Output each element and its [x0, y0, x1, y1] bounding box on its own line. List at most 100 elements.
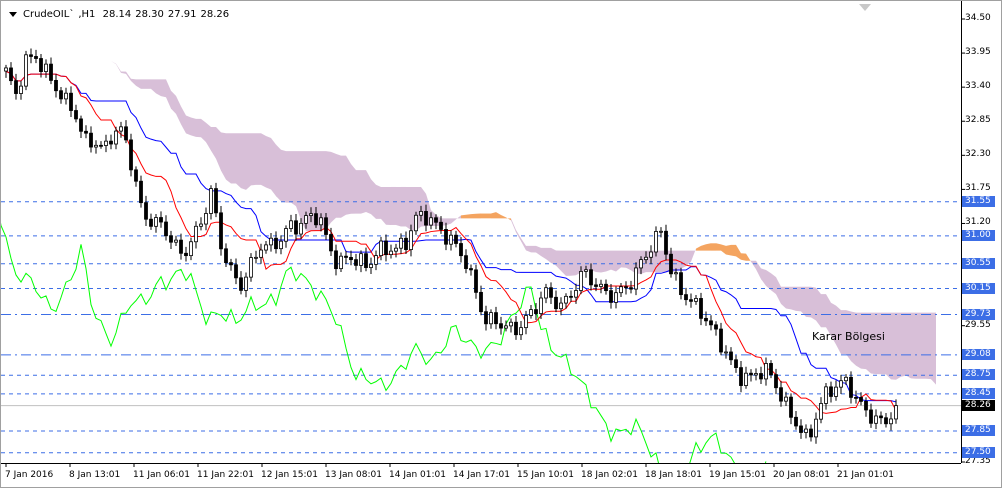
- ichimoku-cloud-segment: [386, 186, 391, 225]
- ichimoku-cloud-segment: [181, 106, 186, 134]
- level-price-label: 30.55: [962, 257, 995, 269]
- ichimoku-cloud-segment: [746, 253, 751, 262]
- candle-body: [834, 386, 838, 397]
- ichimoku-cloud-segment: [106, 54, 111, 62]
- ichimoku-cloud-segment: [331, 151, 336, 223]
- candle-body: [509, 321, 513, 327]
- candle-body: [94, 144, 98, 148]
- ichimoku-cloud-segment: [401, 186, 406, 227]
- candle-body: [484, 311, 488, 325]
- candle-body: [769, 363, 773, 376]
- candle-body: [9, 67, 13, 82]
- candle-body: [689, 299, 693, 302]
- candle-body: [89, 132, 93, 148]
- candle-body: [274, 237, 278, 250]
- candle-body: [459, 243, 463, 257]
- chart-shift-marker-icon[interactable]: [859, 4, 871, 11]
- candle-body: [134, 169, 138, 182]
- ichimoku-cloud-segment: [191, 117, 196, 137]
- candle-body: [334, 250, 338, 270]
- candle-body: [264, 244, 268, 251]
- dropdown-triangle-icon[interactable]: [9, 11, 17, 17]
- ichimoku-cloud-segment: [546, 247, 551, 263]
- candle-body: [869, 409, 873, 424]
- candle-body: [574, 290, 578, 298]
- x-tick-label: 14 Jan 17:01: [453, 470, 510, 480]
- candle-body: [589, 269, 593, 286]
- x-tick-label: 14 Jan 01:01: [389, 470, 446, 480]
- candle-body: [829, 386, 833, 397]
- ichimoku-cloud-segment: [601, 250, 606, 273]
- ichimoku-cloud-segment: [851, 311, 856, 366]
- ichimoku-cloud-segment: [201, 118, 206, 143]
- ichimoku-cloud-segment: [276, 144, 281, 202]
- candle-body: [529, 309, 533, 316]
- ichimoku-cloud-segment: [166, 79, 171, 109]
- ichimoku-cloud-segment: [356, 170, 361, 214]
- candle-body: [74, 110, 78, 120]
- candle-body: [614, 292, 618, 303]
- ichimoku-cloud-segment: [206, 122, 211, 151]
- ichimoku-cloud-segment: [241, 133, 246, 190]
- ichimoku-cloud-segment: [316, 151, 321, 231]
- y-tick-label: 33.95: [965, 47, 991, 58]
- ichimoku-cloud-segment: [221, 132, 226, 180]
- ichimoku-cloud-segment: [731, 244, 736, 257]
- candle-body: [879, 415, 883, 419]
- candle-body: [364, 253, 368, 268]
- ichimoku-cloud-segment: [596, 250, 601, 273]
- candle-body: [759, 373, 763, 380]
- candle-body: [79, 118, 83, 132]
- candle-body: [44, 63, 48, 72]
- ichimoku-cloud-segment: [621, 250, 626, 268]
- candle-body: [584, 269, 588, 272]
- candle-body: [424, 211, 428, 226]
- ohlc-close: 28.26: [200, 9, 230, 20]
- ichimoku-cloud-segment: [306, 151, 311, 232]
- ichimoku-cloud-segment: [196, 118, 201, 138]
- candle-body: [894, 405, 898, 420]
- ichimoku-cloud-segment: [446, 218, 451, 226]
- candle-body: [124, 126, 128, 141]
- candle-body: [284, 228, 288, 242]
- ichimoku-cloud-segment: [171, 90, 176, 114]
- y-tick-label: 34.50: [965, 13, 991, 23]
- candle-body: [389, 250, 393, 256]
- candle-body: [579, 271, 583, 291]
- ichimoku-cloud-segment: [271, 137, 276, 197]
- ichimoku-cloud-segment: [886, 312, 891, 380]
- chart-title: CrudeOIL` ,H1 28.14 28.30 27.91 28.26: [9, 9, 233, 20]
- candle-body: [159, 217, 163, 223]
- ichimoku-cloud-segment: [881, 312, 886, 375]
- candle-body: [704, 317, 708, 322]
- ichimoku-cloud-segment: [931, 312, 936, 385]
- ichimoku-cloud-segment: [836, 305, 841, 355]
- candle-body: [859, 397, 863, 402]
- candle-body: [129, 139, 133, 171]
- candle-body: [564, 295, 568, 304]
- y-tick-label: 31.75: [965, 183, 991, 194]
- candle-body: [514, 321, 518, 336]
- candle-body: [49, 63, 53, 81]
- candle-body: [29, 54, 33, 57]
- ichimoku-cloud-segment: [566, 250, 571, 276]
- candle-body: [649, 251, 653, 258]
- candle-body: [734, 359, 738, 369]
- ichimoku-cloud-segment: [866, 312, 871, 374]
- ichimoku-cloud-segment: [791, 286, 796, 311]
- candle-body: [624, 286, 628, 289]
- ichimoku-cloud-segment: [691, 248, 696, 262]
- candle-body: [294, 220, 298, 235]
- candle-body: [384, 240, 388, 256]
- candle-body: [479, 291, 483, 313]
- ichimoku-cloud-segment: [841, 310, 846, 355]
- candle-body: [639, 259, 643, 269]
- candle-body: [154, 217, 158, 227]
- ichimoku-cloud-segment: [606, 250, 611, 272]
- ichimoku-cloud-segment: [51, 51, 56, 60]
- candle-body: [99, 144, 103, 147]
- y-tick-label: 27.35: [965, 456, 991, 466]
- candle-body: [594, 284, 598, 287]
